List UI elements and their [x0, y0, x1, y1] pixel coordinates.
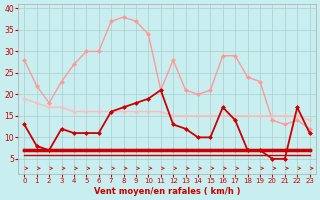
X-axis label: Vent moyen/en rafales ( km/h ): Vent moyen/en rafales ( km/h )	[94, 187, 240, 196]
